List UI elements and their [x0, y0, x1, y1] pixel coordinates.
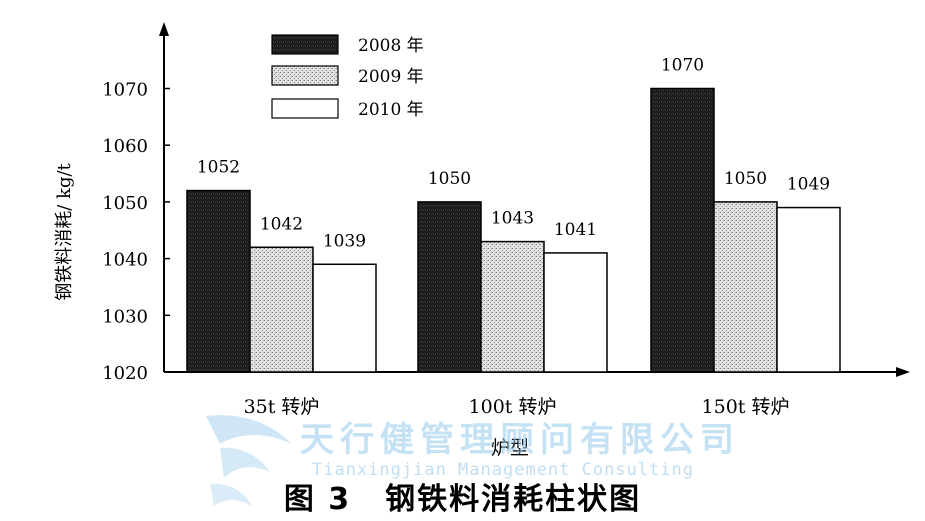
x-tick-label: 150t 转炉: [702, 396, 790, 418]
legend-item-2008: 2008 年: [271, 34, 424, 56]
y-tick-label: 1020: [102, 363, 148, 384]
legend-swatch-2010: [271, 98, 339, 119]
x-tick-label: 35t 转炉: [244, 396, 320, 418]
legend-label-2009: 2009 年: [358, 67, 424, 87]
y-axis-label: 钢铁料消耗/ kg/t: [54, 162, 75, 300]
bar-150t-series-1: [713, 201, 778, 373]
data-label: 1070: [661, 56, 704, 76]
legend-item-2009: 2009 年: [271, 65, 424, 87]
y-tick-label: 1040: [102, 250, 148, 271]
bar-35t-series-0: [186, 189, 251, 373]
figure-caption: 图 3 钢铁料消耗柱状图: [0, 474, 925, 518]
data-label: 1039: [323, 231, 366, 251]
y-tick-label: 1030: [102, 306, 148, 327]
x-axis-ticks: 35t 转炉 100t 转炉 150t 转炉: [244, 396, 790, 418]
x-axis-arrow: [896, 367, 910, 377]
y-tick-label: 1060: [102, 136, 148, 157]
y-tick-label: 1050: [102, 193, 148, 214]
x-axis-label: 炉型: [491, 437, 529, 459]
legend-label-2008: 2008 年: [358, 36, 424, 56]
figure-title: 钢铁料消耗柱状图: [385, 482, 642, 517]
data-label: 1042: [260, 214, 303, 234]
bar-35t-series-2: [312, 263, 377, 373]
legend: 2008 年 2009 年 2010 年: [271, 34, 424, 120]
bar-100t-series-2: [543, 252, 608, 373]
x-tick-label: 100t 转炉: [469, 396, 557, 418]
data-label: 1050: [428, 169, 471, 189]
y-tick-label: 1070: [102, 80, 148, 101]
data-label: 1052: [197, 158, 240, 178]
data-label: 1041: [554, 220, 597, 240]
data-label: 1049: [787, 175, 830, 195]
bars: [186, 87, 841, 373]
legend-swatch-2009: [271, 65, 339, 86]
bar-chart: 2008 年 2009 年 2010 年 钢铁料消耗/ kg/t 炉型 1020…: [54, 22, 910, 459]
bar-100t-series-0: [417, 201, 482, 373]
y-axis-ticks: 1020 1030 1040 1050 1060 1070: [102, 80, 170, 384]
bar-35t-series-1: [249, 246, 314, 373]
legend-label-2010: 2010 年: [358, 100, 424, 120]
bar-100t-series-1: [480, 240, 545, 373]
figure-number: 图 3: [283, 482, 352, 517]
data-label: 1043: [491, 209, 534, 229]
legend-swatch-2008: [271, 34, 339, 55]
data-labels: 1052 1042 1039 1050 1043 1041 1070 1050 1049: [197, 56, 830, 252]
bar-150t-series-2: [776, 206, 841, 373]
y-axis-arrow: [159, 22, 169, 36]
bar-150t-series-0: [650, 87, 715, 373]
legend-item-2010: 2010 年: [271, 98, 424, 120]
data-label: 1050: [724, 169, 767, 189]
